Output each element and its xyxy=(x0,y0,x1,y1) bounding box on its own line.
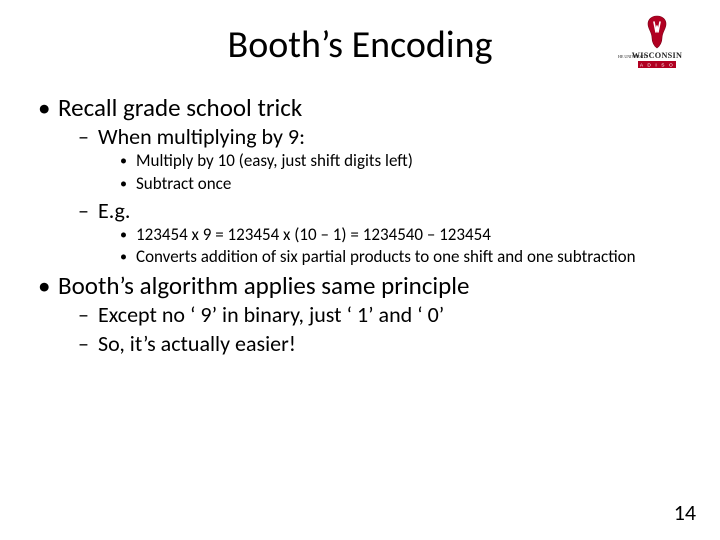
page-number: 14 xyxy=(674,499,696,526)
bullet-lv2: When multiplying by 9: Multiply by 10 (e… xyxy=(78,123,690,195)
bullet-lv2: So, it’s actually easier! xyxy=(78,330,690,357)
bullet-text: 123454 x 9 = 123454 x (10 – 1) = 1234540… xyxy=(136,224,491,245)
bullet-lv1: Booth’s algorithm applies same principle… xyxy=(42,270,690,357)
bullet-lv3: 123454 x 9 = 123454 x (10 – 1) = 1234540… xyxy=(120,224,690,246)
bullet-text: Subtract once xyxy=(136,173,231,194)
bullet-text: Converts addition of six partial product… xyxy=(136,246,636,267)
bullet-lv2: E.g. 123454 x 9 = 123454 x (10 – 1) = 12… xyxy=(78,197,690,269)
bullet-list: Recall grade school trick When multiplyi… xyxy=(42,92,690,357)
wisconsin-logo: WISCONSIN M A D I S O N THE UNIVERSITY xyxy=(618,14,696,74)
bullet-lv1: Recall grade school trick When multiplyi… xyxy=(42,92,690,268)
bullet-text: Multiply by 10 (easy, just shift digits … xyxy=(136,150,413,171)
slide-title: Booth’s Encoding xyxy=(30,22,690,68)
bullet-text: When multiplying by 9: xyxy=(98,123,305,150)
bullet-text: So, it’s actually easier! xyxy=(98,330,296,357)
bullet-lv3: Subtract once xyxy=(120,173,690,195)
slide: WISCONSIN M A D I S O N THE UNIVERSITY B… xyxy=(0,0,720,540)
svg-text:M A D I S O N: M A D I S O N xyxy=(632,63,683,69)
bullet-lv2: Except no ‘ 9’ in binary, just ‘ 1’ and … xyxy=(78,301,690,328)
bullet-text: Recall grade school trick xyxy=(58,92,302,123)
bullet-text: E.g. xyxy=(98,197,130,224)
bullet-lv3: Converts addition of six partial product… xyxy=(120,246,690,268)
bullet-text: Booth’s algorithm applies same principle xyxy=(58,270,469,301)
bullet-lv3: Multiply by 10 (easy, just shift digits … xyxy=(120,150,690,172)
svg-text:THE UNIVERSITY: THE UNIVERSITY xyxy=(618,54,648,59)
bullet-text: Except no ‘ 9’ in binary, just ‘ 1’ and … xyxy=(98,301,444,328)
